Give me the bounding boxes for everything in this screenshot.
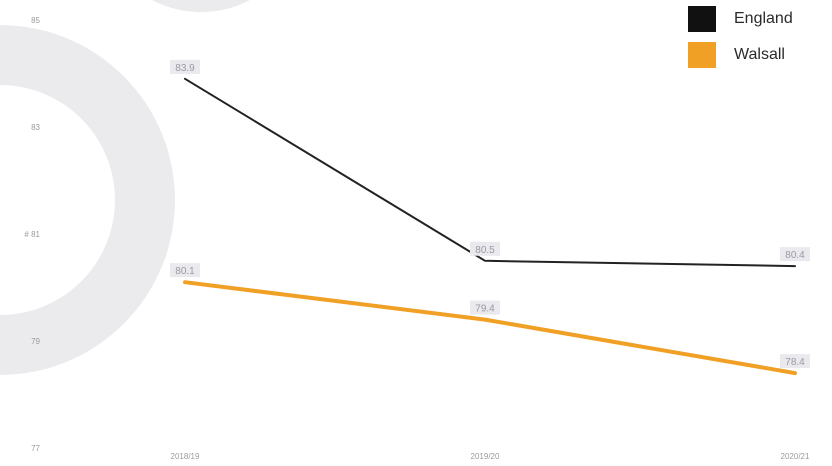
data-label-background [780,354,810,369]
data-label: 80.1 [175,266,195,277]
legend-label-walsall: Walsall [734,46,785,63]
y-tick-label: # 81 [24,230,40,239]
x-tick-label: 2020/21 [781,452,810,461]
data-label-background [470,241,500,256]
legend-swatch-england [688,6,716,32]
x-tick-label: 2019/20 [471,452,500,461]
data-label: 78.4 [785,357,805,368]
data-label: 80.4 [785,250,805,261]
y-tick-label: 83 [31,123,40,132]
data-labels: 83.9 80.5 80.4 80.1 79.4 78.4 [170,59,810,369]
legend-item-england: England [688,6,828,32]
data-label-background [780,247,810,262]
series-line-england [184,77,796,268]
data-label-background [170,59,200,74]
data-label-background [170,263,200,278]
data-label: 79.4 [475,304,495,315]
x-axis: 2018/19 2019/20 2020/21 [171,452,810,461]
decorative-background-shapes [0,0,250,375]
legend-item-walsall: Walsall [688,42,828,68]
bg-ring-left [0,25,175,375]
data-label-background [470,300,500,315]
data-label: 80.5 [475,245,495,256]
legend-label-england: England [734,10,793,27]
legend: England Walsall [688,6,828,78]
y-axis: 85 83 # 81 79 77 [24,16,40,453]
y-tick-label: 79 [31,337,40,346]
x-tick-label: 2018/19 [171,452,200,461]
y-tick-label: 85 [31,16,40,25]
y-tick-label: 77 [31,444,40,453]
bg-ring-top [152,0,250,13]
series-lines [183,77,797,376]
series-line-walsall [183,280,797,376]
legend-swatch-walsall [688,42,716,68]
data-label: 83.9 [175,63,195,74]
